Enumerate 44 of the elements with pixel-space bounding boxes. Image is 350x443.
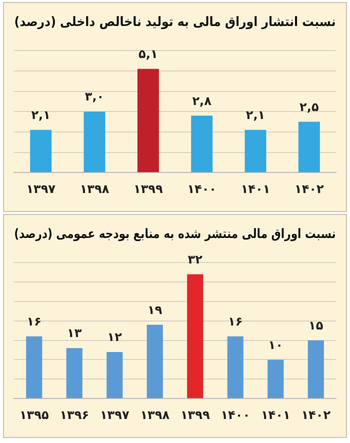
- bar: [191, 116, 213, 172]
- x-tick-label: ۱۴۰۱: [240, 182, 270, 196]
- bar: [66, 348, 82, 398]
- x-tick-label: ۱۴۰۲: [301, 408, 332, 422]
- data-label: ۱۶: [228, 314, 243, 329]
- x-tick-label: ۱۳۹۸: [140, 408, 170, 422]
- bar: [26, 336, 42, 398]
- data-label: ۲,۱: [246, 108, 266, 122]
- x-tick-label: ۱۳۹۶: [60, 408, 90, 422]
- bar: [298, 122, 320, 172]
- data-label: ۱۵: [308, 318, 324, 332]
- data-label: ۲,۱: [31, 108, 50, 122]
- data-label: ۲,۸: [192, 94, 212, 108]
- bar: [30, 130, 52, 172]
- x-tick-label: ۱۴۰۱: [260, 408, 290, 422]
- chart-title: نسبت انتشار اوراق مالی به تولید ناخالص داخلی (درصد): [14, 14, 336, 30]
- x-tick-label: ۱۳۹۵: [19, 408, 49, 422]
- data-label: ۲,۵: [300, 100, 319, 114]
- bar: [84, 112, 106, 172]
- bar: [244, 130, 266, 172]
- bar: [187, 274, 204, 398]
- bar: [146, 324, 163, 398]
- bar: [106, 352, 123, 398]
- x-tick-label: ۱۳۹۸: [80, 182, 110, 196]
- bar: [268, 360, 284, 398]
- data-label: ۱۹: [148, 302, 163, 317]
- data-label: ۱۰: [268, 338, 283, 352]
- data-label: ۳۲: [188, 252, 204, 266]
- data-label: ۱۳: [67, 326, 82, 340]
- chart-title: نسبت اوراق مالی منتشر شده به منابع بودجه عمومی (درصد): [14, 226, 336, 242]
- x-tick-label: ۱۳۹۷: [26, 182, 56, 196]
- data-label: ۳,۰: [84, 90, 104, 104]
- bar: [227, 336, 244, 398]
- x-tick-label: ۱۴۰۲: [294, 182, 324, 196]
- x-tick-label: ۱۳۹۷: [100, 408, 130, 422]
- data-label: ۱۶: [26, 314, 42, 329]
- x-tick-label: ۱۳۹۹: [134, 182, 164, 196]
- x-tick-label: ۱۴۰۰: [220, 408, 250, 422]
- bar: [308, 340, 324, 398]
- x-tick-label: ۱۴۰۰: [187, 182, 216, 196]
- data-label: ۱۲: [107, 330, 123, 344]
- data-label: ۵,۱: [138, 47, 158, 62]
- x-tick-label: ۱۳۹۹: [180, 408, 210, 422]
- bar: [137, 68, 159, 172]
